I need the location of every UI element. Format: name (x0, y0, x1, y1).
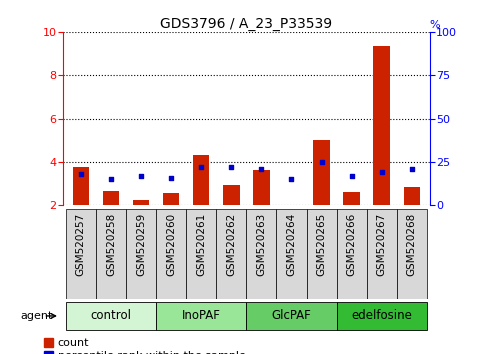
Bar (373, 46, 390, 205)
FancyBboxPatch shape (397, 209, 427, 299)
Point (287, 176, 295, 182)
Text: GSM520263: GSM520263 (256, 212, 266, 276)
Text: GSM520268: GSM520268 (407, 212, 417, 276)
FancyBboxPatch shape (246, 302, 337, 330)
FancyBboxPatch shape (337, 209, 367, 299)
Text: edelfosine: edelfosine (351, 309, 412, 322)
FancyBboxPatch shape (66, 209, 96, 299)
Bar (223, 185, 240, 205)
FancyBboxPatch shape (156, 209, 186, 299)
FancyBboxPatch shape (246, 209, 276, 299)
Point (137, 173, 145, 179)
Point (408, 166, 416, 172)
Point (167, 175, 175, 181)
FancyBboxPatch shape (276, 209, 307, 299)
Text: GSM520266: GSM520266 (347, 212, 356, 276)
Bar (253, 170, 270, 205)
Point (318, 159, 326, 165)
Text: %: % (430, 20, 440, 30)
FancyBboxPatch shape (367, 209, 397, 299)
Point (107, 176, 115, 182)
FancyBboxPatch shape (156, 302, 246, 330)
FancyBboxPatch shape (337, 302, 427, 330)
Bar (133, 200, 149, 205)
Bar (72, 167, 89, 205)
FancyBboxPatch shape (307, 209, 337, 299)
FancyBboxPatch shape (186, 209, 216, 299)
Text: GSM520265: GSM520265 (316, 212, 327, 276)
Text: GSM520257: GSM520257 (76, 212, 86, 276)
Bar (403, 187, 420, 205)
Bar (343, 192, 360, 205)
Point (348, 173, 355, 179)
Point (77, 171, 85, 177)
FancyBboxPatch shape (66, 302, 156, 330)
Text: GSM520260: GSM520260 (166, 212, 176, 276)
Text: GSM520262: GSM520262 (227, 212, 236, 276)
FancyBboxPatch shape (96, 209, 126, 299)
Text: GSM520264: GSM520264 (286, 212, 297, 276)
Text: GSM520259: GSM520259 (136, 212, 146, 276)
Text: GlcPAF: GlcPAF (271, 309, 312, 322)
Title: GDS3796 / A_23_P33539: GDS3796 / A_23_P33539 (160, 17, 332, 31)
Text: GSM520261: GSM520261 (196, 212, 206, 276)
Bar (103, 191, 119, 205)
Text: control: control (90, 309, 131, 322)
Point (378, 170, 385, 175)
Point (198, 164, 205, 170)
Text: GSM520258: GSM520258 (106, 212, 116, 276)
Text: InoPAF: InoPAF (182, 309, 221, 322)
Point (227, 164, 235, 170)
Legend: count, percentile rank within the sample: count, percentile rank within the sample (44, 338, 245, 354)
Bar (193, 155, 210, 205)
Text: GSM520267: GSM520267 (377, 212, 387, 276)
Bar (313, 140, 330, 205)
FancyBboxPatch shape (126, 209, 156, 299)
Text: agent: agent (21, 311, 53, 321)
Bar (163, 193, 179, 205)
Point (257, 166, 265, 172)
FancyBboxPatch shape (216, 209, 246, 299)
